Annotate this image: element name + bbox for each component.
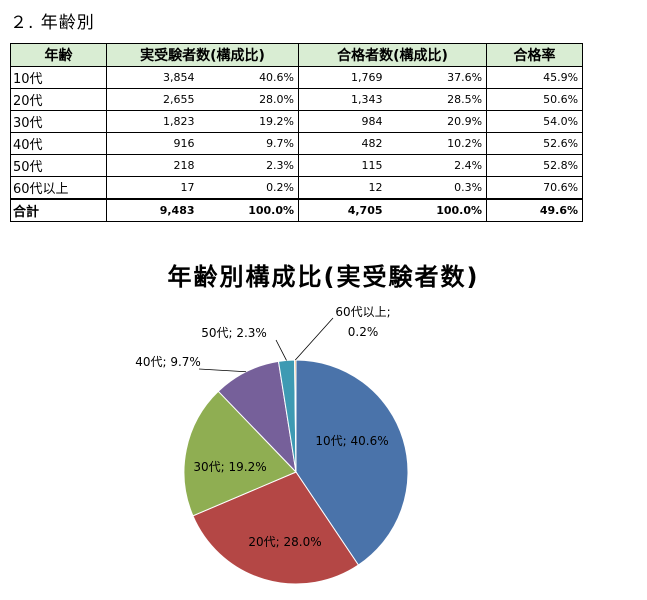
header-pass-rate: 合格率 [486,43,584,67]
section-heading: ２. 年齢別 [10,13,95,33]
table-row: 30代 1,823 19.2% 984 20.9% 54.0% [10,110,584,133]
pie-label-5-line1: 60代以上; [335,305,390,319]
leader-line-5 [294,317,334,361]
table-row: 50代 218 2.3% 115 2.4% 52.8% [10,154,584,177]
pie-slice-2 [183,390,297,517]
header-examinees: 実受験者数(構成比) [105,43,300,67]
passers-pct-cell: 2.4% [386,154,488,177]
pie-slice-0 [295,359,409,566]
pie-label-4: 50代; 2.3% [201,326,267,340]
table-row: 20代 2,655 28.0% 1,343 28.5% 50.6% [10,88,584,111]
examinees-cell: 218 [106,154,199,177]
header-age: 年齢 [10,43,107,67]
pass-rate-cell: 45.9% [486,66,584,89]
pie-label-1: 20代; 28.0% [248,535,321,549]
passers-cell: 115 [298,154,387,177]
pass-rate-cell: 52.8% [486,154,584,177]
chart-title: 年齢別構成比(実受験者数) [167,263,480,291]
total-pass-rate-cell: 49.6% [486,198,584,222]
leader-line-4 [275,339,287,361]
examinees-pct-cell: 2.3% [198,154,300,177]
total-examinees-cell: 9,483 [106,198,199,222]
pass-rate-cell: 70.6% [486,176,584,200]
header-passers: 合格者数(構成比) [298,43,488,67]
age-cell: 60代以上 [10,176,107,200]
table-row: 40代 916 9.7% 482 10.2% 52.6% [10,132,584,155]
age-stats-table: 年齢 実受験者数(構成比) 合格者数(構成比) 合格率 10代 3,854 40… [10,43,584,222]
examinees-pct-cell: 9.7% [198,132,300,155]
pie-label-5-line2: 0.2% [348,325,379,339]
leader-line-3 [198,368,247,373]
pie-label-2: 30代; 19.2% [193,460,266,474]
table-total-row: 合計 9,483 100.0% 4,705 100.0% 49.6% [10,198,584,222]
pie-label-3: 40代; 9.7% [135,355,201,369]
examinees-cell: 3,854 [106,66,199,89]
pie-slice-1 [192,471,360,585]
total-passers-cell: 4,705 [298,198,387,222]
pie-label-0: 10代; 40.6% [315,434,388,448]
age-cell: 50代 [10,154,107,177]
pass-rate-cell: 52.6% [486,132,584,155]
passers-pct-cell: 37.6% [386,66,488,89]
table-row: 10代 3,854 40.6% 1,769 37.6% 45.9% [10,66,584,89]
total-examinees-pct-cell: 100.0% [198,198,300,222]
passers-cell: 984 [298,110,387,133]
passers-cell: 482 [298,132,387,155]
total-label-cell: 合計 [10,198,107,222]
table-header-row: 年齢 実受験者数(構成比) 合格者数(構成比) 合格率 [10,43,584,67]
total-passers-pct-cell: 100.0% [386,198,488,222]
passers-pct-cell: 28.5% [386,88,488,111]
